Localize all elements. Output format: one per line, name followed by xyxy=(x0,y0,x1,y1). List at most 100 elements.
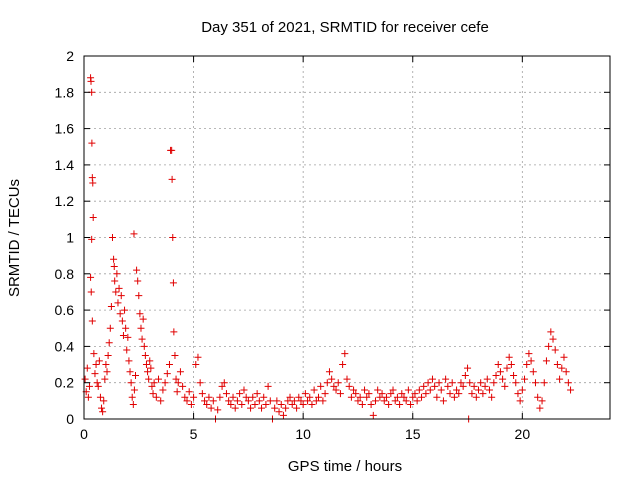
data-point xyxy=(413,397,421,405)
data-point xyxy=(393,393,401,401)
data-point xyxy=(442,375,450,383)
data-point xyxy=(83,364,91,372)
data-point xyxy=(146,357,154,365)
data-point xyxy=(477,379,485,387)
data-point xyxy=(170,328,178,336)
y-tick-label: 1.4 xyxy=(55,157,75,173)
data-point xyxy=(551,346,559,354)
data-point xyxy=(251,400,259,408)
data-point xyxy=(494,361,502,369)
data-point xyxy=(88,317,96,325)
data-point xyxy=(227,400,235,408)
data-point xyxy=(129,400,137,408)
data-point xyxy=(455,390,463,398)
data-point xyxy=(102,361,110,369)
data-point xyxy=(100,397,108,405)
data-point xyxy=(201,397,209,405)
data-point xyxy=(411,390,419,398)
data-point xyxy=(142,361,150,369)
data-point xyxy=(422,390,430,398)
data-point xyxy=(332,386,340,394)
data-point xyxy=(216,393,224,401)
data-point xyxy=(562,368,570,376)
data-point xyxy=(501,382,509,390)
data-point xyxy=(220,379,228,387)
data-point xyxy=(277,400,285,408)
data-point xyxy=(457,379,465,387)
data-point xyxy=(378,390,386,398)
data-point xyxy=(122,324,130,332)
data-point xyxy=(301,390,309,398)
data-point xyxy=(249,393,257,401)
data-point xyxy=(310,386,318,394)
data-point xyxy=(114,299,122,307)
data-point xyxy=(426,386,434,394)
data-point xyxy=(218,382,226,390)
data-point xyxy=(161,379,169,387)
data-point xyxy=(409,393,417,401)
data-point xyxy=(141,351,149,359)
data-point xyxy=(376,393,384,401)
data-points xyxy=(81,74,575,423)
data-point xyxy=(126,368,134,376)
data-point xyxy=(148,382,156,390)
data-point xyxy=(518,386,526,394)
data-point xyxy=(96,393,104,401)
data-point xyxy=(168,146,176,154)
data-point xyxy=(137,324,145,332)
data-point xyxy=(481,382,489,390)
data-point xyxy=(225,397,233,405)
data-point xyxy=(136,310,144,318)
grid-lines xyxy=(84,56,610,419)
data-point xyxy=(396,400,404,408)
data-point xyxy=(147,364,155,372)
data-point xyxy=(453,386,461,394)
data-point xyxy=(371,397,379,405)
data-point xyxy=(113,270,121,278)
data-point xyxy=(236,390,244,398)
plot-frame xyxy=(83,55,611,420)
data-point xyxy=(538,397,546,405)
data-point xyxy=(159,386,167,394)
data-point xyxy=(516,397,524,405)
data-point xyxy=(111,277,119,285)
data-point xyxy=(135,292,143,300)
data-point xyxy=(196,379,204,387)
data-point xyxy=(88,235,96,243)
data-point xyxy=(233,397,241,405)
data-point xyxy=(183,397,191,405)
data-point xyxy=(312,397,320,405)
data-point xyxy=(415,386,423,394)
data-point xyxy=(149,390,157,398)
data-point xyxy=(94,382,102,390)
data-point xyxy=(319,397,327,405)
data-point xyxy=(173,388,181,396)
data-point xyxy=(400,393,408,401)
data-point xyxy=(163,370,171,378)
data-point xyxy=(273,397,281,405)
axis-ticks xyxy=(83,55,610,420)
data-point xyxy=(418,393,426,401)
data-point xyxy=(108,234,116,241)
data-point xyxy=(527,357,535,365)
data-point xyxy=(402,397,410,405)
data-point xyxy=(157,397,165,405)
data-point xyxy=(534,393,542,401)
data-point xyxy=(437,386,445,394)
data-point xyxy=(485,386,493,394)
data-point xyxy=(514,390,522,398)
data-point xyxy=(466,379,474,387)
data-point xyxy=(529,368,537,376)
data-point xyxy=(138,335,146,343)
y-tick-label: 0.2 xyxy=(55,375,75,391)
data-point xyxy=(304,397,312,405)
data-point xyxy=(260,393,268,401)
data-point xyxy=(89,179,97,187)
data-point xyxy=(542,357,550,365)
data-point xyxy=(468,390,476,398)
data-point xyxy=(168,175,176,183)
data-point xyxy=(385,400,393,408)
data-point xyxy=(523,361,531,369)
data-point xyxy=(187,400,195,408)
data-point xyxy=(87,288,95,296)
